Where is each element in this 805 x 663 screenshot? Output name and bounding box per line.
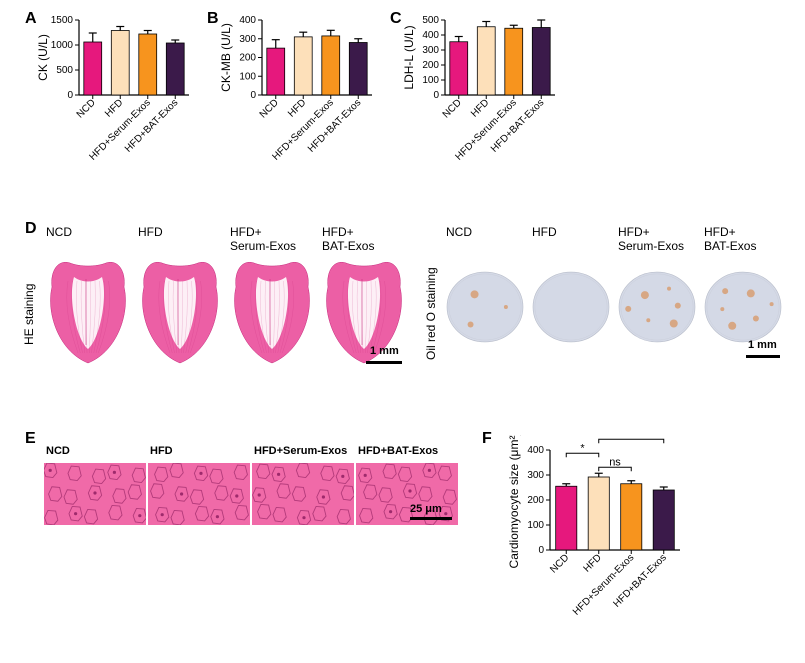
oilred-section-1 (530, 257, 612, 357)
micro-label-0: NCD (46, 445, 70, 457)
svg-text:0: 0 (538, 545, 544, 556)
he-label-3: HFD+BAT-Exos (322, 225, 410, 253)
micro-label-2: HFD+Serum-Exos (254, 445, 347, 457)
svg-text:100: 100 (239, 71, 256, 82)
svg-text:400: 400 (239, 15, 256, 26)
svg-text:500: 500 (56, 65, 73, 76)
oilred-label-1: HFD (532, 225, 614, 239)
oilred-section-2 (616, 257, 698, 357)
svg-text:500: 500 (422, 15, 439, 26)
micrograph-row: NCD HFD HFD+Serum-Exos HFD+BAT-Exos 25 μ… (44, 445, 464, 555)
svg-text:0: 0 (250, 90, 256, 101)
scale-text-he: 1 mm (370, 345, 399, 357)
micro-label-3: HFD+BAT-Exos (358, 445, 438, 457)
svg-text:0: 0 (433, 90, 439, 101)
svg-text:NCD: NCD (258, 97, 281, 120)
chart-ckmb: 0100200300400CK-MB (U/L)NCDHFDHFD+Serum-… (217, 15, 382, 190)
side-label-oilred: Oil red O staining (424, 267, 438, 360)
he-label-2: HFD+Serum-Exos (230, 225, 318, 253)
he-heart-0 (44, 257, 132, 367)
svg-text:HFD: HFD (582, 552, 604, 574)
svg-text:200: 200 (527, 495, 544, 506)
svg-text:HFD+Serum-Exos: HFD+Serum-Exos (571, 552, 636, 617)
svg-text:HFD: HFD (103, 97, 125, 119)
side-label-he: HE staining (22, 284, 36, 345)
chart-ldh: 0100200300400500LDH-L (U/L)NCDHFDHFD+Ser… (400, 15, 565, 190)
svg-text:400: 400 (422, 30, 439, 41)
scale-bar-micro (410, 517, 452, 520)
figure-root: A B C D E F 050010001500CK (U/L)NCDHFDHF… (10, 10, 795, 653)
chart-ck: 050010001500CK (U/L)NCDHFDHFD+Serum-Exos… (34, 15, 199, 190)
he-heart-2 (228, 257, 316, 367)
chart-cardiomyocyte-size: 0 100 200 300 400 Cardiomyocyte size (μm²) NCD… (500, 435, 700, 650)
svg-text:0: 0 (67, 90, 73, 101)
svg-text:200: 200 (422, 60, 439, 71)
svg-text:*: * (580, 442, 585, 454)
he-staining-row: NCD HFD HFD+Serum-Exos HFD+BAT-Exos 1 mm (44, 225, 414, 385)
svg-text:HFD: HFD (469, 97, 491, 119)
svg-text:1500: 1500 (51, 15, 74, 26)
micro-label-1: HFD (150, 445, 173, 457)
svg-text:**: ** (627, 435, 636, 440)
svg-text:400: 400 (527, 445, 544, 456)
micrograph-1 (148, 463, 250, 525)
scale-text-micro: 25 μm (410, 503, 442, 515)
panel-label-d: D (25, 220, 37, 238)
oilred-staining-row: NCD HFD HFD+Serum-Exos HFD+BAT-Exos 1 mm (444, 225, 794, 385)
svg-text:NCD: NCD (441, 97, 464, 120)
micrograph-3 (356, 463, 458, 525)
svg-text:300: 300 (422, 45, 439, 56)
panel-label-f: F (482, 430, 492, 448)
svg-text:100: 100 (422, 75, 439, 86)
oilred-label-0: NCD (446, 225, 528, 239)
scale-bar-he (366, 361, 402, 364)
oilred-label-3: HFD+BAT-Exos (704, 225, 786, 253)
scale-bar-oilred (746, 355, 780, 358)
svg-text:HFD: HFD (286, 97, 308, 119)
svg-text:Cardiomyocyte size (μm²): Cardiomyocyte size (μm²) (507, 435, 521, 568)
oilred-section-0 (444, 257, 526, 357)
svg-text:NCD: NCD (75, 97, 98, 120)
scale-text-oilred: 1 mm (748, 339, 777, 351)
micrograph-0 (44, 463, 146, 525)
svg-text:CK (U/L): CK (U/L) (36, 34, 50, 81)
svg-text:CK-MB (U/L): CK-MB (U/L) (219, 23, 233, 92)
svg-text:ns: ns (609, 456, 621, 468)
he-label-1: HFD (138, 225, 226, 239)
svg-text:NCD: NCD (548, 552, 571, 575)
svg-text:300: 300 (239, 34, 256, 45)
he-label-0: NCD (46, 225, 134, 239)
micrograph-2 (252, 463, 354, 525)
svg-text:LDH-L (U/L): LDH-L (U/L) (402, 25, 416, 89)
oilred-label-2: HFD+Serum-Exos (618, 225, 700, 253)
svg-text:300: 300 (527, 470, 544, 481)
svg-text:100: 100 (527, 520, 544, 531)
svg-text:200: 200 (239, 53, 256, 64)
panel-label-e: E (25, 430, 36, 448)
he-heart-1 (136, 257, 224, 367)
svg-text:1000: 1000 (51, 40, 74, 51)
